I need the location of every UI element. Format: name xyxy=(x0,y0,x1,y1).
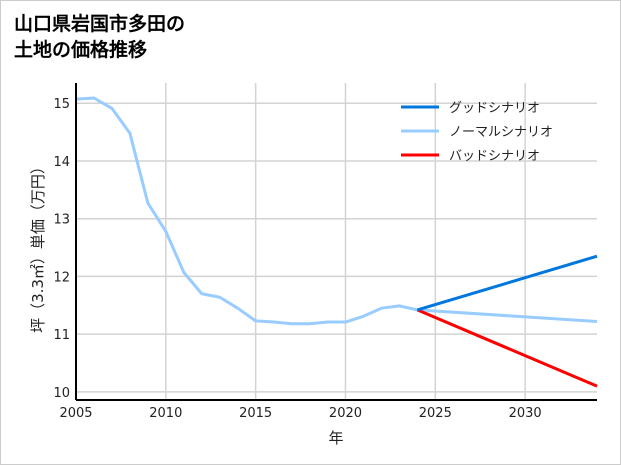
x-axis-label: 年 xyxy=(328,429,343,447)
y-tick-label: 15 xyxy=(53,97,70,112)
series-line-0 xyxy=(416,254,598,312)
y-tick-label: 13 xyxy=(53,213,70,228)
y-tick-label: 12 xyxy=(53,270,70,285)
x-tick-label: 2025 xyxy=(419,406,452,421)
y-tick-label: 14 xyxy=(53,155,70,170)
legend-label: バッドシナリオ xyxy=(449,149,540,164)
y-axis-label: 坪（3.3㎡）単価（万円） xyxy=(29,159,47,333)
x-tick-label: 2020 xyxy=(329,406,362,421)
y-tick-label: 11 xyxy=(53,328,70,343)
y-tick-label: 10 xyxy=(53,386,70,401)
x-tick-label: 2010 xyxy=(149,406,182,421)
chart-title: 山口県岩国市多田の 土地の価格推移 xyxy=(14,13,186,61)
series-line-2 xyxy=(416,308,598,388)
legend-label: ノーマルシナリオ xyxy=(449,125,553,140)
series-line-1 xyxy=(75,96,598,326)
legend-label: グッドシナリオ xyxy=(449,101,540,116)
x-tick-label: 2005 xyxy=(59,406,92,421)
x-tick-label: 2030 xyxy=(509,406,542,421)
x-tick-label: 2015 xyxy=(239,406,272,421)
